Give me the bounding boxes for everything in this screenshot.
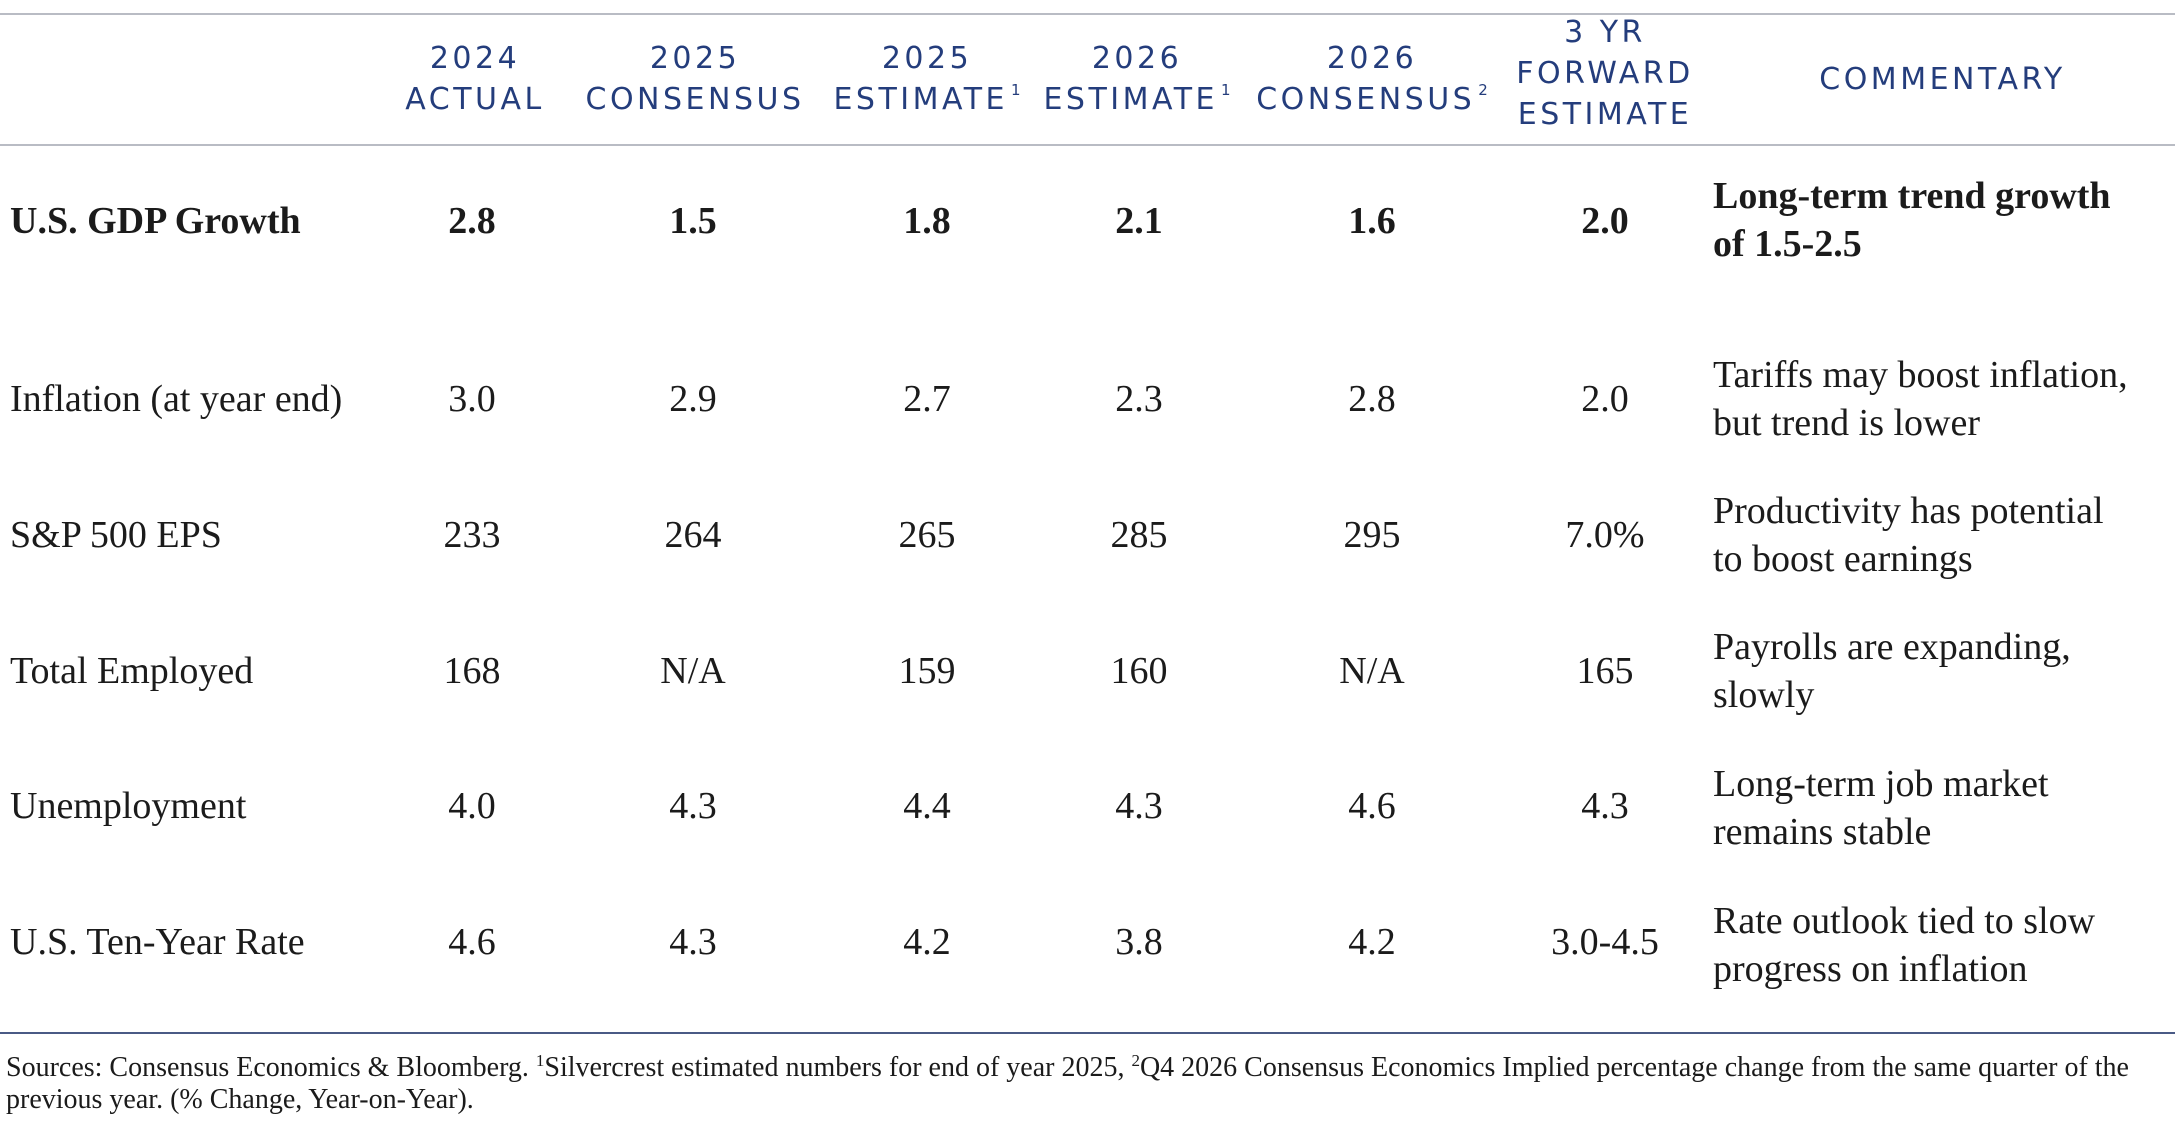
ten-year-2025-estimate: 4.2 xyxy=(903,921,951,963)
header-2026-consensus: 2026 CONSENSUS 2 xyxy=(1256,41,1488,117)
eps-3yr-forward: 7.0% xyxy=(1565,514,1645,556)
ten-year-2026-estimate: 3.8 xyxy=(1115,921,1163,963)
inflation-commentary: Tariffs may boost inflation, but trend is… xyxy=(1713,354,2128,444)
employed-3yr-forward: 165 xyxy=(1576,650,1634,692)
gdp-2024-actual: 2.8 xyxy=(448,200,496,242)
employed-2026-consensus: N/A xyxy=(1339,650,1405,692)
ten-year-3yr-forward: 3.0-4.5 xyxy=(1551,921,1659,963)
row-label-unemployment: Unemployment xyxy=(10,785,247,827)
header-2025-estimate: 2025 ESTIMATE 1 xyxy=(833,41,1021,117)
unemployment-commentary: Long-term job market remains stable xyxy=(1713,763,2049,853)
footnote-marker: 1 xyxy=(1010,81,1021,99)
inflation-2026-estimate: 2.3 xyxy=(1115,378,1163,420)
row-label-total-employed: Total Employed xyxy=(10,650,254,692)
ten-year-2024-actual: 4.6 xyxy=(448,921,496,963)
eps-2026-estimate: 285 xyxy=(1110,514,1168,556)
inflation-3yr-forward: 2.0 xyxy=(1581,378,1629,420)
unemployment-2025-consensus: 4.3 xyxy=(669,785,717,827)
row-label-sp500-eps: S&P 500 EPS xyxy=(10,514,222,556)
inflation-2025-consensus: 2.9 xyxy=(669,378,717,420)
ten-year-2026-consensus: 4.2 xyxy=(1348,921,1396,963)
header-commentary: COMMENTARY xyxy=(1819,61,2066,97)
footnote-marker: 1 xyxy=(1220,81,1231,99)
inflation-2026-consensus: 2.8 xyxy=(1348,378,1396,420)
gdp-2026-estimate: 2.1 xyxy=(1115,200,1163,242)
ten-year-2025-consensus: 4.3 xyxy=(669,921,717,963)
employed-2025-estimate: 159 xyxy=(898,650,956,692)
ten-year-commentary: Rate outlook tied to slow progress on inf… xyxy=(1713,900,2096,990)
footnote-marker: 2 xyxy=(1478,81,1488,99)
employed-2025-consensus: N/A xyxy=(660,650,726,692)
eps-2024-actual: 233 xyxy=(443,514,501,556)
unemployment-2026-consensus: 4.6 xyxy=(1348,785,1396,827)
gdp-2025-estimate: 1.8 xyxy=(903,200,951,242)
employed-commentary: Payrolls are expanding, slowly xyxy=(1713,626,2071,716)
row-label-inflation: Inflation (at year end) xyxy=(10,378,343,420)
employed-2026-estimate: 160 xyxy=(1110,650,1168,692)
header-2025-consensus: 2025 CONSENSUS xyxy=(585,41,805,117)
eps-commentary: Productivity has potential to boost earni… xyxy=(1713,490,2104,580)
header-2024-actual: 2024 ACTUAL xyxy=(405,41,545,117)
top-rule xyxy=(0,13,2175,15)
eps-2025-consensus: 264 xyxy=(664,514,722,556)
row-label-gdp-growth: U.S. GDP Growth xyxy=(10,200,301,242)
gdp-commentary: Long-term trend growth of 1.5-2.5 xyxy=(1713,175,2111,265)
unemployment-2024-actual: 4.0 xyxy=(448,785,496,827)
header-2026-estimate: 2026 ESTIMATE 1 xyxy=(1043,41,1231,117)
unemployment-2026-estimate: 4.3 xyxy=(1115,785,1163,827)
unemployment-2025-estimate: 4.4 xyxy=(903,785,951,827)
unemployment-3yr-forward: 4.3 xyxy=(1581,785,1629,827)
row-label-ten-year-rate: U.S. Ten-Year Rate xyxy=(10,921,305,963)
inflation-2025-estimate: 2.7 xyxy=(903,378,951,420)
gdp-2026-consensus: 1.6 xyxy=(1348,200,1396,242)
inflation-2024-actual: 3.0 xyxy=(448,378,496,420)
eps-2025-estimate: 265 xyxy=(898,514,956,556)
employed-2024-actual: 168 xyxy=(443,650,501,692)
sources-footnote: Sources: Consensus Economics & Bloomberg… xyxy=(6,1051,2129,1115)
header-3yr-forward-estimate: 3 YR FORWARD ESTIMATE xyxy=(1516,14,1694,132)
header-rule xyxy=(0,144,2175,146)
gdp-2025-consensus: 1.5 xyxy=(669,200,717,242)
footer-rule xyxy=(0,1032,2175,1034)
eps-2026-consensus: 295 xyxy=(1343,514,1401,556)
gdp-3yr-forward: 2.0 xyxy=(1581,200,1629,242)
